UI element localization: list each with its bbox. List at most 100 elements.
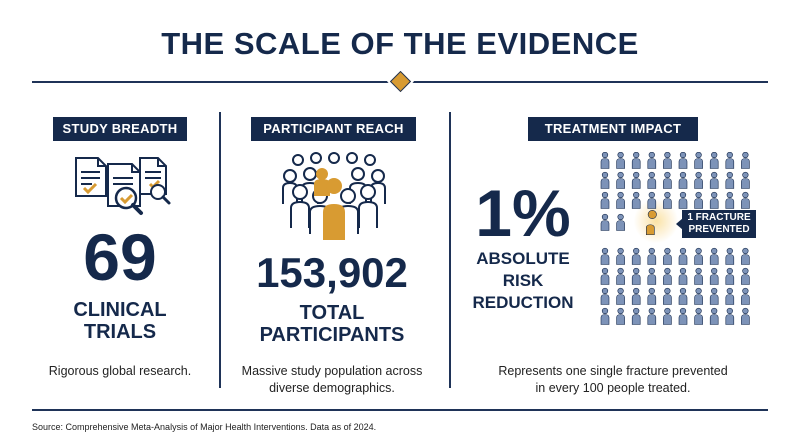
person-icon: [725, 287, 735, 305]
reduction-label: REDUCTION: [472, 293, 574, 312]
person-icon: [709, 191, 719, 209]
person-icon: [709, 171, 719, 189]
person-icon: [616, 267, 625, 285]
person-icon: [600, 247, 610, 265]
person-icon: [709, 287, 719, 305]
person-icon: [616, 307, 625, 325]
person-icon: [663, 191, 672, 209]
person-icon: [663, 287, 672, 305]
person-icon: [600, 307, 610, 325]
risk-label: RISK: [502, 271, 544, 290]
description-line: diverse demographics.: [269, 380, 395, 395]
treatment-impact-header: TREATMENT IMPACT: [528, 117, 698, 141]
person-icon: [709, 307, 719, 325]
person-icon: [663, 307, 672, 325]
person-icon: [741, 267, 750, 285]
person-icon: [725, 267, 735, 285]
person-icon: [709, 267, 719, 285]
clinical-label: CLINICAL: [73, 299, 167, 321]
person-icon: [616, 213, 625, 231]
participants-label: PARTICIPANTS: [259, 324, 405, 346]
column-divider: [219, 112, 221, 388]
person-grid-icon: [600, 152, 750, 325]
person-icon: [647, 307, 657, 325]
person-icon: [647, 287, 657, 305]
person-icon: [709, 247, 719, 265]
treatment-impact-description: Represents one single fracture prevented…: [488, 363, 738, 397]
person-icon: [631, 152, 641, 169]
description-line: Represents one single fracture prevented: [498, 364, 728, 378]
person-icon: [663, 247, 672, 265]
person-icon: [694, 287, 703, 305]
person-icon: [725, 247, 735, 265]
person-icon: [678, 267, 688, 285]
person-icon: [694, 152, 703, 169]
page-title: THE SCALE OF THE EVIDENCE: [161, 26, 639, 61]
diamond-ornament: [389, 70, 412, 93]
person-icon: [616, 152, 625, 169]
study-breadth-description: Rigorous global research.: [48, 364, 192, 378]
person-icon: [694, 171, 703, 189]
risk-reduction-percent: 1%: [475, 176, 571, 250]
person-icon: [678, 152, 688, 169]
person-icon: [725, 307, 735, 325]
person-icon: [647, 247, 657, 265]
person-icon: [631, 171, 641, 189]
person-icon: [647, 152, 657, 169]
person-icon: [663, 152, 672, 169]
callout-line: 1 FRACTURE: [687, 212, 751, 223]
person-icon: [741, 287, 750, 305]
person-icon: [631, 247, 641, 265]
person-icon: [631, 307, 641, 325]
trial-count: 69: [83, 220, 157, 294]
person-icon: [647, 191, 657, 209]
person-icon: [616, 287, 625, 305]
person-icon: [694, 191, 703, 209]
description-line: Massive study population across: [241, 364, 423, 378]
person-icon: [600, 287, 610, 305]
person-icon: [616, 247, 625, 265]
trials-label: TRIALS: [83, 321, 157, 343]
description-line: in every 100 people treated.: [535, 380, 691, 395]
person-icon: [616, 191, 625, 209]
callout-line: PREVENTED: [688, 224, 750, 235]
documents-magnifier-icon: [75, 157, 171, 215]
person-icon: [725, 191, 735, 209]
highlighted-person-icon: [646, 209, 657, 236]
person-icon: [741, 191, 750, 209]
person-icon: [616, 171, 625, 189]
person-icon: [600, 267, 610, 285]
person-icon: [600, 152, 610, 169]
person-icon: [600, 191, 610, 209]
participant-count: 153,902: [256, 249, 408, 296]
person-icon: [678, 171, 688, 189]
footer-divider: [32, 409, 768, 411]
person-icon: [600, 213, 610, 231]
person-icon: [694, 267, 703, 285]
person-icon: [741, 307, 750, 325]
total-label: TOTAL: [299, 302, 365, 324]
person-icon: [741, 152, 750, 169]
person-icon: [647, 267, 657, 285]
person-icon: [678, 247, 688, 265]
callout-arrow: [676, 218, 683, 230]
person-icon: [631, 267, 641, 285]
person-icon: [725, 152, 735, 169]
study-breadth-header: STUDY BREADTH: [53, 117, 187, 141]
participant-reach-description: Massive study population across diverse …: [232, 363, 432, 397]
person-icon: [678, 307, 688, 325]
person-icon: [678, 287, 688, 305]
person-icon: [678, 191, 688, 209]
person-icon: [694, 247, 703, 265]
source-note: Source: Comprehensive Meta-Analysis of M…: [32, 422, 377, 432]
person-icon: [663, 267, 672, 285]
person-icon: [694, 307, 703, 325]
person-icon: [709, 152, 719, 169]
participant-reach-header: PARTICIPANT REACH: [251, 117, 416, 141]
fracture-callout: 1 FRACTURE PREVENTED: [682, 210, 756, 238]
person-icon: [725, 171, 735, 189]
person-icon: [741, 171, 750, 189]
person-icon: [741, 247, 750, 265]
column-divider: [449, 112, 451, 388]
person-icon: [663, 171, 672, 189]
